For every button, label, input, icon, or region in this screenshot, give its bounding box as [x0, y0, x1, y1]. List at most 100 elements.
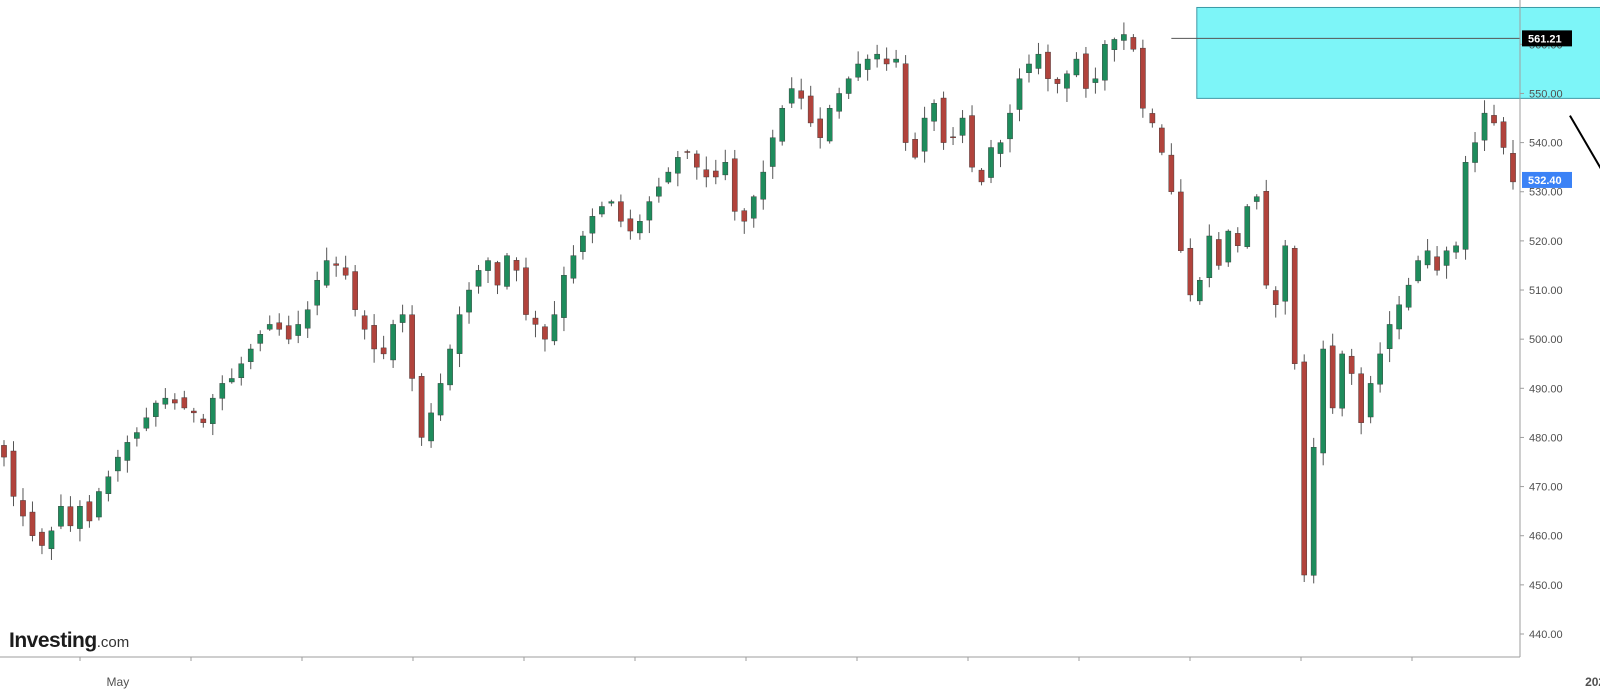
candle	[1320, 340, 1326, 466]
candle-body-down	[532, 317, 539, 325]
candle-body-down	[883, 58, 890, 65]
candle	[361, 310, 368, 340]
candle-body-up	[115, 456, 121, 472]
candle-body-up	[1310, 447, 1317, 576]
candle	[1386, 311, 1393, 363]
candle	[409, 305, 415, 392]
candle	[380, 335, 387, 360]
candle-body-up	[864, 58, 871, 70]
candle	[200, 413, 207, 428]
candle	[722, 149, 729, 181]
candle-body-up	[826, 108, 833, 142]
candle-body-down	[276, 322, 283, 330]
candle	[883, 47, 890, 71]
candle-body-down	[1045, 51, 1051, 79]
candle	[418, 373, 425, 446]
candle-body-down	[969, 115, 975, 168]
candle-body-up	[58, 506, 64, 527]
candle-body-up	[504, 255, 510, 287]
candle	[504, 252, 510, 290]
candle-body-down	[741, 210, 748, 222]
candle	[494, 260, 501, 295]
candle-body-down	[731, 158, 738, 212]
candle-body-up	[874, 53, 880, 60]
candle	[1149, 108, 1156, 128]
candle-body-down	[1348, 355, 1355, 374]
resistance-zone	[1196, 6, 1600, 99]
candle-body-up	[1225, 230, 1232, 263]
candle	[798, 78, 805, 110]
candle	[1007, 104, 1013, 153]
candle-body-up	[390, 324, 396, 361]
candle	[219, 375, 226, 411]
candle-body-up	[124, 442, 131, 461]
candle	[902, 55, 909, 151]
candle	[1339, 350, 1345, 417]
candle	[1434, 246, 1440, 276]
candle-body-up	[988, 147, 994, 178]
candle	[20, 488, 26, 527]
candle	[266, 315, 273, 331]
candle	[124, 435, 131, 473]
candle	[77, 500, 83, 542]
candle	[950, 127, 956, 146]
candle-body-up	[997, 142, 1004, 154]
candle	[1424, 239, 1431, 269]
candle-body-up	[1282, 245, 1289, 302]
candle	[323, 247, 330, 288]
candle	[257, 330, 264, 352]
candle-body-down	[807, 95, 814, 124]
candle	[466, 282, 472, 324]
candle-body-up	[228, 378, 235, 383]
candle	[561, 266, 567, 332]
candle	[1310, 437, 1317, 584]
candle	[1111, 37, 1118, 62]
candle	[1481, 100, 1488, 151]
candle	[1443, 246, 1450, 279]
candle	[788, 77, 795, 108]
candle	[134, 427, 140, 447]
candle-body-up	[836, 93, 842, 112]
candle-body-up	[238, 363, 245, 379]
candle-body-up	[295, 324, 302, 336]
candle	[67, 496, 74, 532]
candle	[143, 407, 150, 432]
candle	[314, 271, 320, 316]
candle-body-down	[684, 151, 691, 153]
candle	[817, 107, 823, 149]
candle-body-up	[447, 348, 453, 386]
candle-body-up	[1424, 250, 1431, 266]
price-markers: 561.21 532.40	[1522, 30, 1572, 188]
candle	[599, 201, 605, 218]
candle-body-down	[912, 139, 918, 158]
candle-body-down	[798, 90, 805, 99]
y-tick-label: 550.00	[1529, 88, 1563, 100]
candle	[247, 343, 254, 370]
candle	[1178, 179, 1184, 253]
candle	[209, 393, 216, 436]
candle	[48, 526, 55, 560]
candle	[959, 110, 966, 144]
candle	[864, 54, 871, 81]
resistance-price-label-text: 561.21	[1528, 33, 1562, 45]
candle-body-up	[1367, 383, 1374, 418]
candle-body-up	[1396, 304, 1402, 330]
candle-body-down	[618, 201, 624, 222]
candle-body-down	[703, 169, 710, 178]
candle	[342, 255, 349, 280]
candle-body-down	[1272, 290, 1279, 305]
candle	[750, 194, 757, 228]
candle-body-down	[940, 97, 947, 143]
candle	[921, 106, 928, 163]
candle-body-up	[722, 162, 729, 176]
x-axis: May 2025	[0, 656, 1600, 689]
candle-body-down	[627, 218, 634, 232]
candle	[665, 167, 672, 185]
candle	[551, 301, 558, 346]
candle	[589, 208, 596, 244]
candle	[1291, 245, 1298, 370]
candle-body-up	[893, 58, 899, 63]
candle	[228, 368, 235, 384]
candle-body-up	[855, 63, 861, 78]
